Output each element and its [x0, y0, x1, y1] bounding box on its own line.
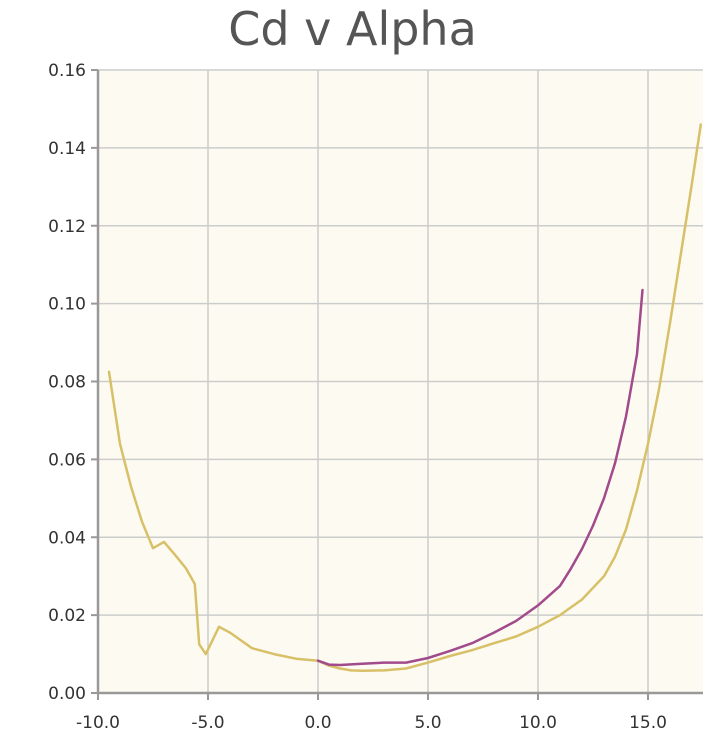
y-tick-label: 0.00: [48, 684, 86, 704]
tick-labels: 0.00 0.02 0.04 0.06 0.08 0.10 0.12 0.14 0.16 -10.…: [48, 61, 667, 733]
x-tick-label: 10.0: [519, 713, 557, 733]
y-tick-label: 0.10: [48, 295, 86, 315]
y-tick-label: 0.16: [48, 61, 86, 81]
y-tick-label: 0.08: [48, 373, 86, 393]
x-tick-label: 0.0: [304, 713, 331, 733]
series-line-1: [107, 123, 703, 673]
grid: [98, 69, 703, 693]
y-tick-label: 0.06: [48, 450, 86, 470]
chart-title: Cd v Alpha: [228, 2, 477, 56]
y-tick-label: 0.12: [48, 217, 86, 237]
x-tick-label: -10.0: [76, 713, 120, 733]
x-tick-label: 15.0: [629, 713, 667, 733]
y-tick-label: 0.02: [48, 606, 86, 626]
y-tick-label: 0.04: [48, 528, 86, 548]
x-tick-label: -5.0: [191, 713, 224, 733]
x-tick-label: 5.0: [414, 713, 441, 733]
axes: [91, 69, 703, 700]
series-layer: [107, 123, 703, 673]
y-tick-label: 0.14: [48, 139, 86, 159]
series-line-2: [316, 288, 644, 667]
